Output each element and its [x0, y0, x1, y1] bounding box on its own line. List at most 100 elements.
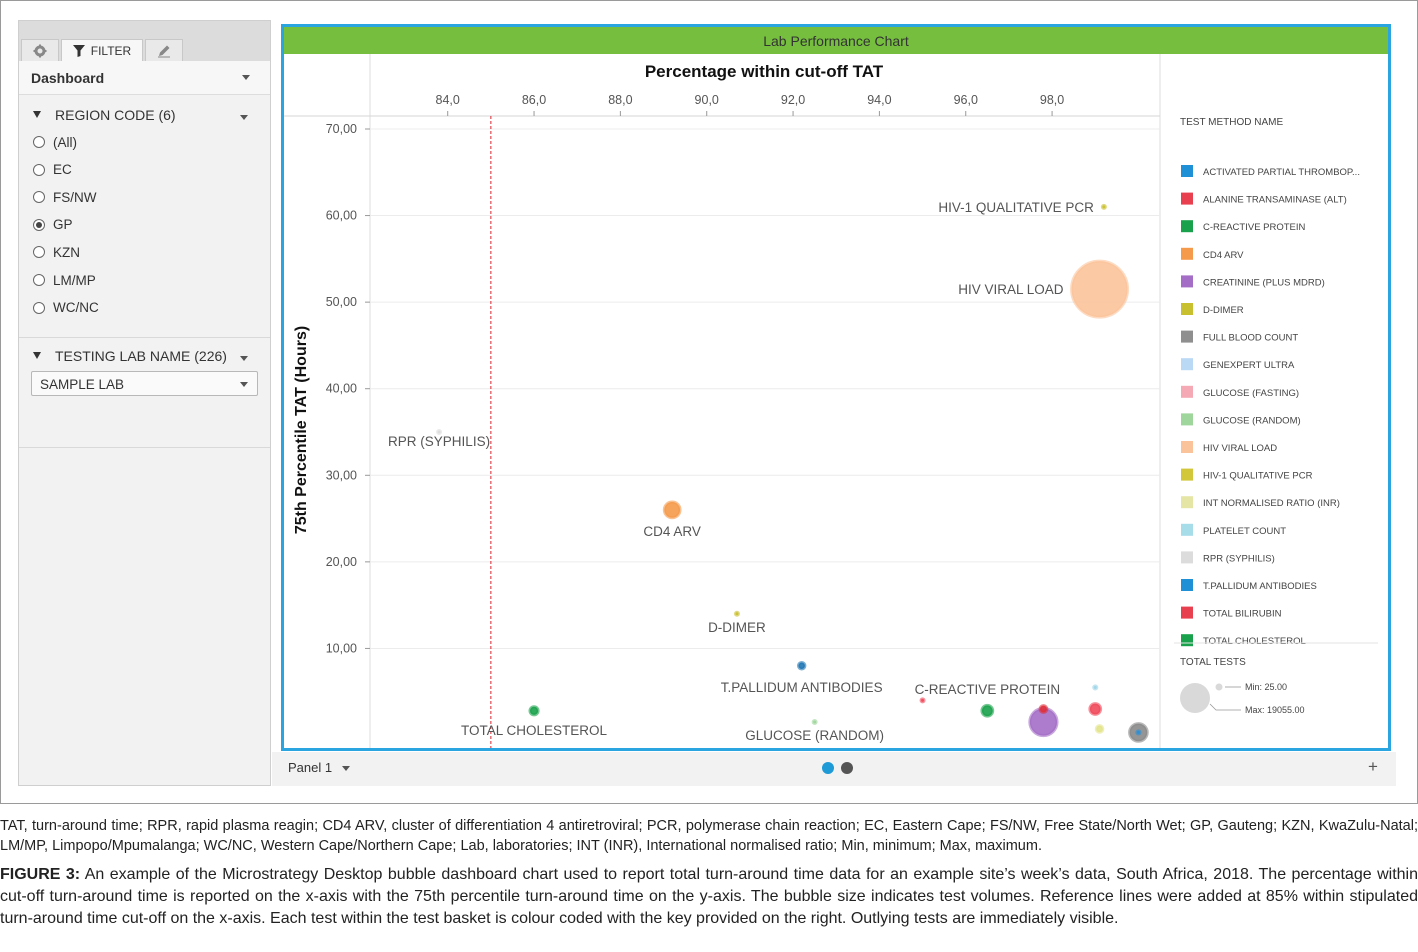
add-panel-button[interactable]: + — [1368, 757, 1378, 776]
collapse-triangle-icon[interactable] — [33, 352, 41, 359]
y-tick-label: 10,00 — [326, 641, 357, 655]
radio-button[interactable] — [33, 136, 45, 148]
bubble[interactable] — [528, 705, 540, 717]
legend-swatch — [1181, 579, 1193, 591]
chevron-down-icon[interactable] — [342, 766, 350, 771]
region-option[interactable]: (All) — [33, 132, 77, 152]
legend: ACTIVATED PARTIAL THROMBOP... ALANINE TRA… — [1181, 165, 1360, 647]
tab-filter[interactable]: FILTER — [61, 39, 143, 61]
legend-item-label: PLATELET COUNT — [1203, 526, 1286, 537]
lab-filter-title: TESTING LAB NAME (226) — [55, 348, 227, 364]
chevron-down-icon[interactable] — [240, 115, 248, 120]
figure-caption: FIGURE 3: An example of the Microstrateg… — [0, 864, 1418, 930]
legend-swatch — [1181, 441, 1193, 453]
settings-tab[interactable] — [21, 39, 59, 61]
y-tick-label: 40,00 — [326, 382, 357, 396]
x-tick-label: 94,0 — [867, 93, 891, 107]
legend-item-label: TOTAL CHOLESTEROL — [1203, 636, 1306, 647]
size-legend-min-label: Min: 25.00 — [1245, 682, 1287, 692]
region-option-label: WC/NC — [53, 300, 99, 316]
bubble[interactable] — [436, 429, 443, 435]
legend-swatch — [1181, 275, 1193, 288]
bubble-label: GLUCOSE (RANDOM) — [745, 728, 884, 743]
bubble[interactable] — [919, 697, 926, 704]
radio-button[interactable] — [33, 191, 45, 204]
region-option-label: EC — [53, 162, 72, 178]
radio-button[interactable] — [33, 274, 45, 286]
region-option[interactable]: GP — [33, 215, 73, 235]
region-option[interactable]: KZN — [33, 242, 80, 262]
bubble[interactable] — [1100, 203, 1107, 210]
chevron-down-icon — [240, 382, 248, 387]
size-legend-title: TOTAL TESTS — [1180, 657, 1246, 668]
region-option[interactable]: FS/NW — [33, 187, 97, 207]
chevron-down-icon[interactable] — [240, 356, 248, 361]
panel-tabs: FILTER — [19, 21, 270, 61]
bubble-label: TOTAL CHOLESTEROL — [461, 723, 608, 738]
gear-icon — [33, 44, 47, 57]
y-tick-label: 70,00 — [326, 122, 357, 136]
radio-button[interactable] — [33, 246, 45, 259]
x-tick-label: 90,0 — [695, 93, 719, 107]
region-option-label: GP — [53, 217, 73, 233]
bubble-layer — [436, 203, 1149, 743]
x-tick-label: 96,0 — [954, 93, 978, 107]
bubble[interactable] — [980, 703, 995, 718]
region-filter-title: REGION CODE (6) — [55, 107, 176, 123]
x-tick-label: 84,0 — [436, 93, 460, 107]
bubble[interactable] — [811, 719, 818, 726]
y-tick-label: 30,00 — [326, 468, 357, 482]
bubble-label: T.PALLIDUM ANTIBODIES — [721, 680, 883, 695]
lab-select[interactable]: SAMPLE LAB — [31, 371, 258, 396]
region-option[interactable]: WC/NC — [33, 298, 99, 318]
lab-select-value: SAMPLE LAB — [40, 377, 125, 392]
size-legend-max-label: Max: 19055.00 — [1245, 705, 1305, 715]
radio-button[interactable] — [33, 301, 45, 314]
legend-swatch — [1181, 606, 1193, 619]
region-option[interactable]: EC — [33, 160, 72, 180]
bubble[interactable] — [1135, 729, 1142, 736]
bubble[interactable] — [796, 661, 807, 671]
legend-swatch — [1181, 413, 1193, 426]
region-option[interactable]: LM/MP — [33, 270, 96, 290]
legend-swatch — [1181, 496, 1193, 509]
radio-button[interactable] — [33, 218, 45, 231]
bubble[interactable] — [1092, 684, 1099, 691]
bubble-labels: HIV-1 QUALITATIVE PCR HIV VIRAL LOAD RPR (… — [388, 200, 1094, 743]
chart-header-bar: Lab Performance Chart — [284, 27, 1388, 54]
bubble[interactable] — [1038, 704, 1049, 714]
legend-swatch — [1181, 192, 1193, 205]
edit-tab[interactable] — [145, 39, 183, 61]
legend-swatch — [1181, 385, 1193, 398]
bubble[interactable] — [733, 610, 740, 617]
bubble[interactable] — [662, 500, 682, 520]
region-option-label: FS/NW — [53, 189, 97, 205]
y-tick-label: 60,00 — [326, 209, 357, 223]
panel-label[interactable]: Panel 1 — [288, 760, 333, 775]
size-legend-max-leader — [1209, 703, 1241, 711]
bubble-label: D-DIMER — [708, 620, 766, 635]
radio-button[interactable] — [33, 163, 45, 176]
x-axis-ticks: 84,0 86,0 88,0 90,0 92,0 94,0 96,0 98,0 — [436, 93, 1064, 116]
legend-item-label: C-REACTIVE PROTEIN — [1203, 222, 1306, 233]
bubble-label: HIV VIRAL LOAD — [958, 282, 1064, 297]
bubble-label: C-REACTIVE PROTEIN — [915, 682, 1061, 697]
y-axis-ticks: 10,00 20,00 30,00 40,00 50,00 60,00 70,00 — [326, 122, 370, 655]
collapse-triangle-icon[interactable] — [33, 111, 41, 118]
legend-swatch — [1181, 551, 1193, 564]
page-dot[interactable] — [841, 762, 853, 774]
x-tick-label: 86,0 — [522, 93, 546, 107]
divider — [19, 447, 270, 448]
legend-swatch — [1181, 523, 1193, 536]
page-dot-active[interactable] — [822, 762, 834, 774]
x-tick-label: 92,0 — [781, 93, 805, 107]
bubble[interactable] — [1088, 702, 1103, 716]
bubble[interactable] — [1094, 724, 1105, 734]
dashboard-selector[interactable]: Dashboard — [19, 61, 270, 95]
legend-swatch — [1181, 220, 1193, 233]
chart-panel: Lab Performance Chart Percentage within … — [281, 24, 1391, 751]
bubble[interactable] — [1070, 259, 1130, 319]
bubble-label: RPR (SYPHILIS) — [388, 434, 490, 449]
figure-caption-text: An example of the Microstrategy Desktop … — [0, 866, 1418, 927]
x-tick-label: 88,0 — [608, 93, 632, 107]
